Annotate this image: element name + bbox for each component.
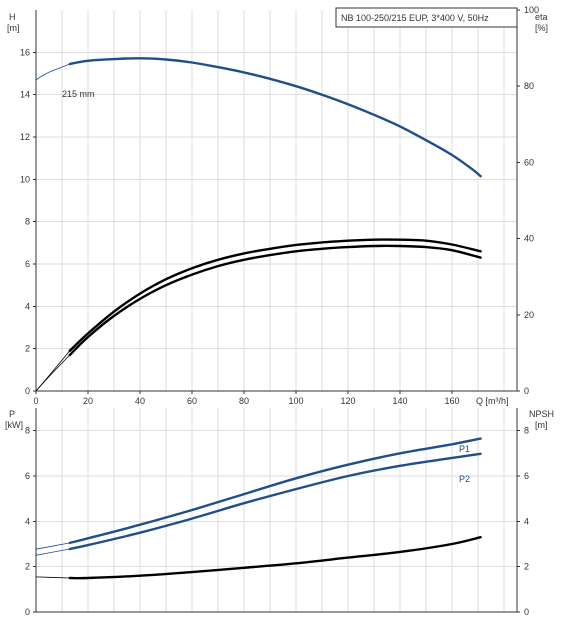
bottom-right-axis-label-line2: [m] bbox=[535, 420, 548, 430]
top-right-tick-label: 40 bbox=[524, 234, 534, 244]
top-left-tick-label: 0 bbox=[25, 386, 30, 396]
bottom-left-axis-label-line2: [kW] bbox=[5, 420, 23, 430]
top-left-tick-label: 8 bbox=[25, 217, 30, 227]
top-series bbox=[35, 57, 482, 392]
x-tick-label: 20 bbox=[83, 396, 93, 406]
top-left-tick-label: 10 bbox=[20, 174, 30, 184]
series-line-p1-extrapolated bbox=[35, 542, 70, 550]
bottom-axes: 0 2 4 6 8 0 2 4 6 8 bbox=[25, 408, 529, 617]
top-left-tick-label: 14 bbox=[20, 90, 30, 100]
top-right-tick-label: 20 bbox=[524, 310, 534, 320]
series-line-top-series-1 bbox=[68, 238, 482, 352]
top-left-axis-label-line2: [m] bbox=[7, 23, 20, 33]
series-line-p2-extrapolated bbox=[35, 548, 70, 556]
series-line-p2 bbox=[68, 452, 482, 551]
top-left-tick-label: 16 bbox=[20, 47, 30, 57]
x-tick-label: 140 bbox=[392, 396, 407, 406]
top-left-tick-label: 12 bbox=[20, 132, 30, 142]
bottom-right-tick-label: 4 bbox=[524, 516, 529, 526]
bottom-left-tick-label: 2 bbox=[25, 562, 30, 572]
top-right-tick-label: 100 bbox=[524, 5, 539, 15]
series-label-p2: P2 bbox=[459, 474, 470, 484]
bottom-right-tick-label: 6 bbox=[524, 471, 529, 481]
x-tick-label: 0 bbox=[33, 396, 38, 406]
bottom-right-tick-label: 2 bbox=[524, 562, 529, 572]
x-tick-label: 60 bbox=[187, 396, 197, 406]
chart-header: NB 100-250/215 EUP, 3*400 V, 50Hz bbox=[341, 13, 489, 23]
top-left-tick-label: 2 bbox=[25, 344, 30, 354]
x-tick-label: 160 bbox=[444, 396, 459, 406]
x-tick-label: 80 bbox=[239, 396, 249, 406]
top-right-tick-label: 80 bbox=[524, 81, 534, 91]
bottom-right-axis-label-line1: NPSH bbox=[529, 409, 554, 419]
x-tick-label: 40 bbox=[135, 396, 145, 406]
bottom-right-tick-label: 8 bbox=[524, 426, 529, 436]
series-line-215-mm-extrapolated bbox=[35, 63, 70, 81]
bottom-series bbox=[35, 437, 482, 580]
series-line-215-mm bbox=[68, 57, 482, 178]
series-line-top-series-2-extrapolated bbox=[35, 354, 71, 392]
top-right-tick-label: 0 bbox=[524, 386, 529, 396]
curve-annotation: 215 mm bbox=[62, 89, 95, 99]
top-right-axis-label-line2: [%] bbox=[535, 23, 548, 33]
bottom-left-tick-label: 6 bbox=[25, 471, 30, 481]
series-label-p1: P1 bbox=[459, 444, 470, 454]
series-line-bottom-series-2 bbox=[68, 536, 482, 580]
bottom-left-axis-label-line1: P bbox=[9, 409, 15, 419]
series-line-p1 bbox=[68, 437, 482, 545]
top-left-tick-label: 4 bbox=[25, 301, 30, 311]
series-line-bottom-series-2-extrapolated bbox=[35, 576, 70, 579]
header-box bbox=[335, 7, 518, 28]
top-left-tick-label: 6 bbox=[25, 259, 30, 269]
x-axis-label: Q [m³/h] bbox=[476, 396, 509, 406]
top-left-axis-label-line1: H bbox=[9, 12, 16, 22]
series-line-top-series-2 bbox=[68, 244, 482, 357]
top-grid bbox=[36, 10, 517, 391]
bottom-left-tick-label: 0 bbox=[25, 607, 30, 617]
x-tick-label: 120 bbox=[340, 396, 355, 406]
top-right-tick-label: 60 bbox=[524, 157, 534, 167]
top-right-axis-label-line1: eta bbox=[535, 12, 548, 22]
bottom-grid bbox=[36, 408, 517, 612]
bottom-left-tick-label: 4 bbox=[25, 516, 30, 526]
x-tick-label: 100 bbox=[288, 396, 303, 406]
bottom-left-tick-label: 8 bbox=[25, 426, 30, 436]
bottom-right-tick-label: 0 bbox=[524, 607, 529, 617]
